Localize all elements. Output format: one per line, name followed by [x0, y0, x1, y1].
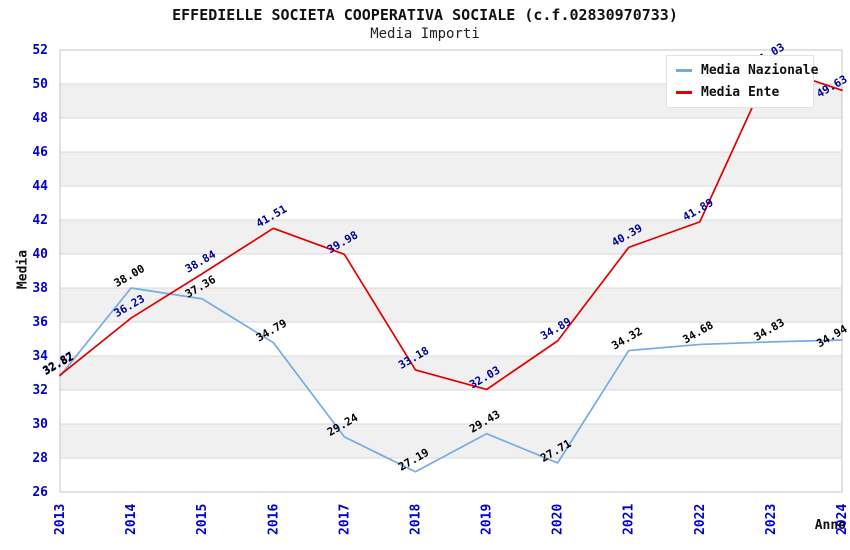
svg-text:50: 50 — [32, 77, 48, 92]
svg-text:28: 28 — [32, 451, 48, 466]
svg-text:2017: 2017 — [337, 504, 352, 535]
svg-text:2020: 2020 — [551, 504, 566, 535]
legend: Media Nazionale Media Ente — [666, 55, 818, 108]
legend-label-media-ente: Media Ente — [701, 85, 780, 100]
svg-text:2022: 2022 — [693, 504, 708, 535]
svg-text:32: 32 — [32, 383, 48, 398]
svg-text:30: 30 — [32, 417, 48, 432]
svg-text:2016: 2016 — [266, 504, 281, 535]
legend-item-media-ente: Media Ente — [676, 85, 804, 100]
svg-text:2021: 2021 — [622, 504, 637, 535]
svg-text:52: 52 — [32, 43, 48, 58]
svg-text:2018: 2018 — [408, 504, 423, 535]
svg-text:2013: 2013 — [53, 504, 68, 535]
svg-text:2023: 2023 — [764, 504, 779, 535]
svg-text:46: 46 — [32, 145, 48, 160]
chart-subtitle: Media Importi — [370, 26, 480, 42]
x-axis-title: Anno — [814, 518, 846, 533]
svg-text:34: 34 — [32, 349, 48, 364]
legend-item-media-nazionale: Media Nazionale — [676, 63, 818, 78]
svg-text:2024: 2024 — [835, 504, 850, 535]
legend-line-swatch-ente-icon — [676, 91, 692, 94]
legend-label-media-nazionale: Media Nazionale — [701, 63, 819, 78]
legend-line-swatch-nazionale-icon — [676, 69, 692, 72]
svg-text:38: 38 — [32, 281, 48, 296]
y-axis-title: Media — [15, 249, 31, 290]
svg-text:44: 44 — [32, 179, 48, 194]
svg-text:42: 42 — [32, 213, 48, 228]
svg-text:36: 36 — [32, 315, 48, 330]
svg-text:2014: 2014 — [124, 504, 139, 535]
svg-text:26: 26 — [32, 485, 48, 500]
svg-text:48: 48 — [32, 111, 48, 126]
chart-title: EFFEDIELLE SOCIETA COOPERATIVA SOCIALE (… — [172, 6, 678, 24]
svg-text:2015: 2015 — [195, 504, 210, 535]
svg-text:2019: 2019 — [480, 504, 495, 535]
svg-text:40: 40 — [32, 247, 48, 262]
